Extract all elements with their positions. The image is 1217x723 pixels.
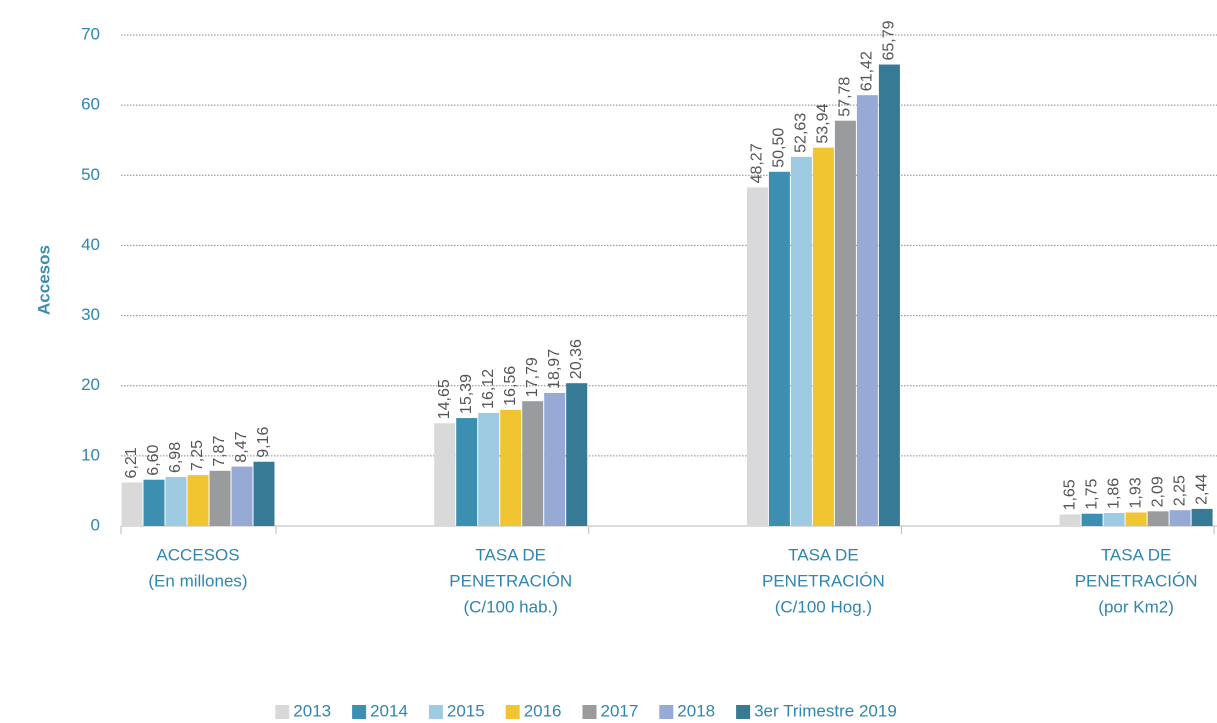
legend-label: 2014 [370,701,408,720]
legend-swatch [582,705,597,719]
bar [121,482,143,526]
bar [566,383,588,526]
bar [1191,508,1213,526]
data-label: 61,42 [859,51,876,91]
bar [834,120,856,526]
data-label: 57,78 [837,77,854,117]
legend-label: 2015 [447,701,485,720]
bar [209,470,231,526]
bar [187,475,209,526]
bar [143,479,165,526]
legend-label: 3er Trimestre 2019 [754,701,897,720]
data-label: 18,97 [546,349,563,389]
data-label: 2,25 [1171,475,1188,506]
x-tick-label: (por Km2) [1098,597,1174,616]
data-label: 17,79 [524,357,541,397]
legend-label: 2016 [524,701,562,720]
bar [812,147,834,527]
data-label: 6,98 [167,442,184,473]
x-tick-label: (C/100 Hog.) [775,597,872,616]
legend-label: 2013 [293,701,331,720]
bar [878,64,900,526]
x-tick-label: (C/100 hab.) [463,597,558,616]
bar [790,156,812,527]
y-tick-label: 40 [81,235,100,254]
bar [434,423,456,526]
legend-swatch [505,705,520,719]
data-label: 16,12 [480,369,497,409]
legend-swatch [659,705,674,719]
data-label: 6,21 [123,447,140,478]
data-label: 1,86 [1105,478,1122,509]
bar [1059,514,1081,526]
y-tick-label: 50 [81,165,100,184]
data-label: 1,65 [1061,479,1078,510]
data-label: 1,93 [1127,477,1144,508]
data-label: 8,47 [233,431,250,462]
bar [231,466,253,526]
data-label: 65,79 [881,20,898,60]
data-label: 9,16 [255,427,272,458]
bar [768,171,790,526]
x-tick-label: (En millones) [148,571,247,590]
data-label: 7,25 [189,440,206,471]
y-tick-label: 70 [81,24,100,43]
legend-swatch [736,705,751,719]
x-tick-label: PENETRACIÓN [449,571,572,590]
y-tick-label: 10 [81,445,100,464]
y-tick-label: 0 [91,515,100,534]
legend-swatch [275,705,290,719]
x-tick-label: PENETRACIÓN [762,571,885,590]
data-label: 2,44 [1193,474,1210,505]
bar [1125,512,1147,526]
y-tick-label: 60 [81,95,100,114]
y-axis-label: Accesos [34,245,53,315]
bar [165,477,187,526]
bar [1103,512,1125,526]
bar [746,187,768,527]
y-tick-label: 30 [81,305,100,324]
legend-swatch [352,705,367,719]
data-label: 53,94 [815,104,832,144]
legend-label: 2018 [677,701,715,720]
bar [456,418,478,526]
bar [522,401,544,526]
data-label: 6,60 [145,444,162,475]
data-label: 1,75 [1083,478,1100,509]
x-tick-label: ACCESOS [156,545,239,564]
data-label: 52,63 [793,113,810,153]
bar [1169,510,1191,526]
data-label: 7,87 [211,436,228,467]
bar [478,412,500,526]
legend-swatch [428,705,443,719]
x-tick-label: TASA DE [788,545,859,564]
x-tick-label: TASA DE [475,545,546,564]
bar [253,461,275,526]
data-label: 50,50 [771,128,788,168]
bar [544,392,566,526]
data-label: 15,39 [458,374,475,414]
bar [1081,513,1103,526]
bar [500,409,522,526]
bar [856,95,878,527]
y-tick-label: 20 [81,375,100,394]
data-label: 20,36 [568,339,585,379]
bar [1147,511,1169,526]
data-label: 48,27 [749,143,766,183]
x-tick-label: PENETRACIÓN [1075,571,1198,590]
x-tick-label: TASA DE [1101,545,1172,564]
data-label: 14,65 [436,379,453,419]
data-label: 2,09 [1149,476,1166,507]
data-label: 16,56 [502,366,519,406]
legend-label: 2017 [601,701,639,720]
